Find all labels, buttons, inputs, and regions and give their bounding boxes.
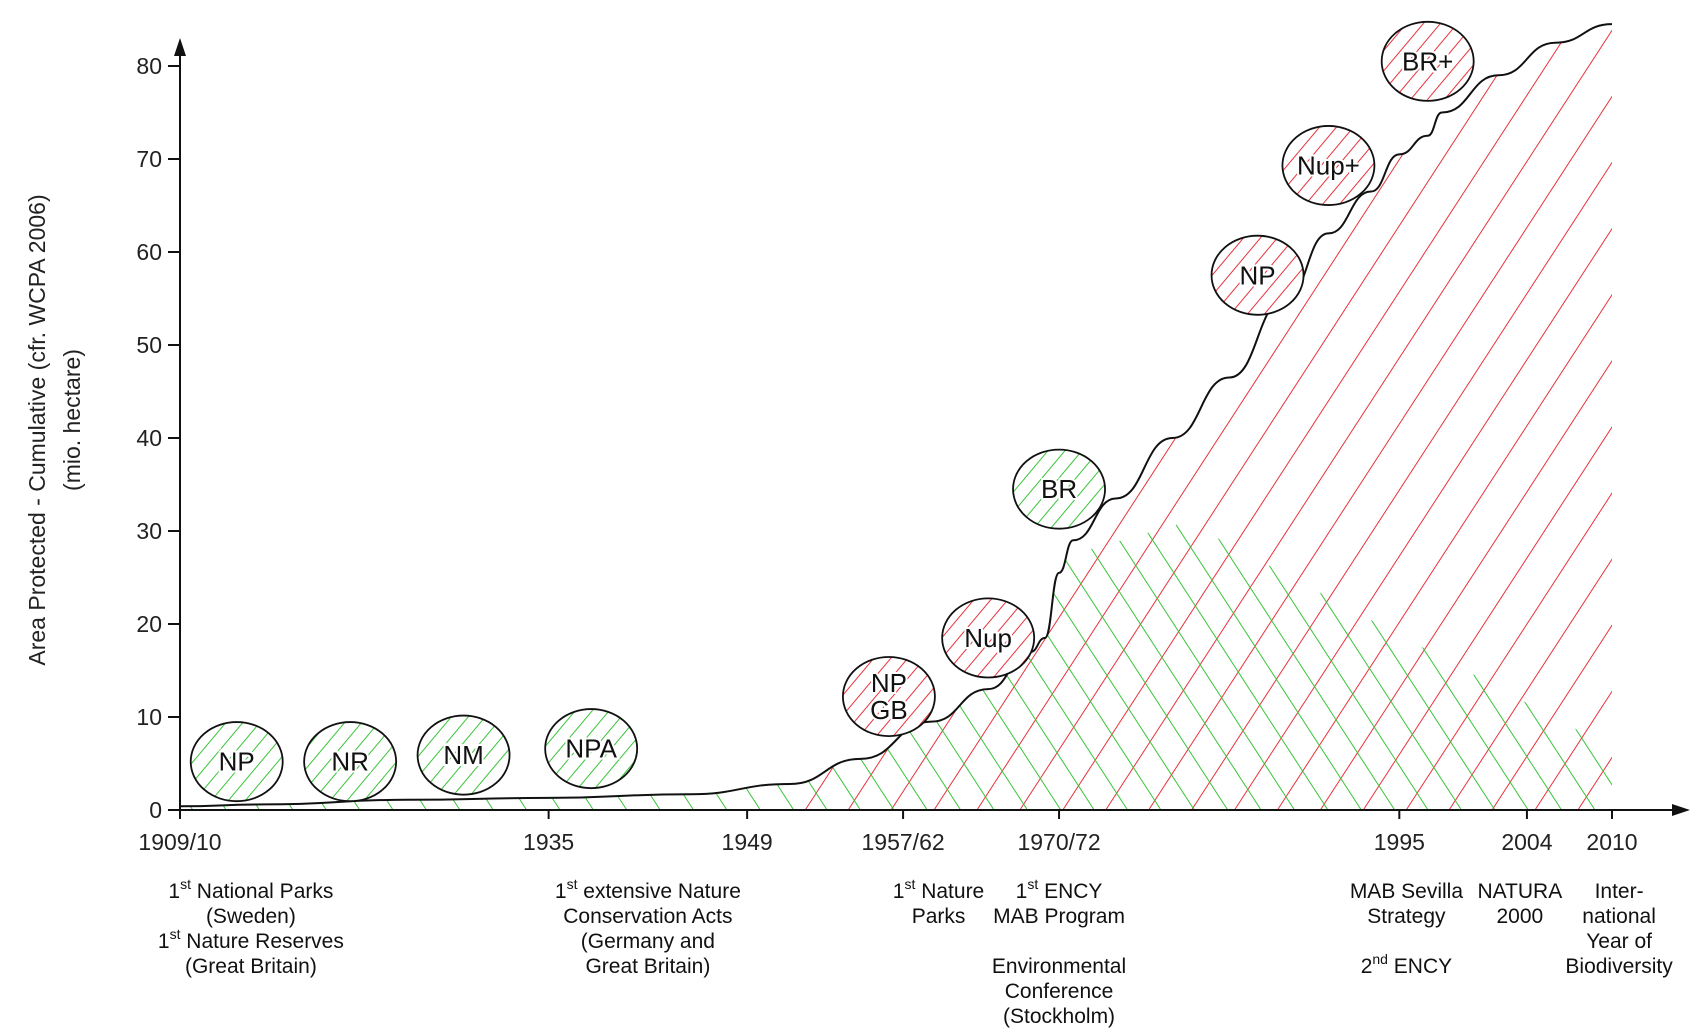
bubble-np: NP <box>189 721 284 803</box>
y-tick-label: 30 <box>136 518 162 544</box>
bubble-label: Nup+ <box>1297 151 1360 181</box>
milestone-note-line: 2nd ENCY <box>1361 951 1452 978</box>
milestone-note-line: Conservation Acts <box>563 905 732 928</box>
x-tick-label: 1949 <box>722 829 773 855</box>
milestone-note-line: Strategy <box>1367 905 1446 928</box>
curve-layer <box>179 23 1613 808</box>
milestone-note-line: 1st Nature <box>893 876 984 903</box>
bubble-label: Nup <box>964 623 1012 653</box>
bubble-nr: NR <box>303 721 398 803</box>
bubble-label: NP <box>219 747 255 777</box>
y-tick-label: 50 <box>136 332 162 358</box>
milestone-note-line: (Germany and <box>581 930 715 953</box>
x-tick-label: 1995 <box>1374 829 1425 855</box>
milestone-note-line: Parks <box>912 905 966 928</box>
milestone-note-line: Conference <box>1005 980 1114 1003</box>
bubble-npa: NPA <box>544 708 639 790</box>
bubble-label: NP <box>1239 260 1275 290</box>
milestone-note-line: 1st National Parks <box>168 876 333 903</box>
milestone-note-line: Environmental <box>992 955 1126 978</box>
bubble-label: NR <box>331 747 369 777</box>
milestone-note-line: Great Britain) <box>585 955 710 978</box>
bubble-np: NP <box>1210 234 1305 316</box>
bubble-label: BR+ <box>1402 46 1453 76</box>
bubble-nm: NM <box>416 714 511 796</box>
y-axis-arrow <box>174 38 186 56</box>
milestone-note: 1st National Parks(Sweden)1st Nature Res… <box>158 876 344 978</box>
y-tick-label: 70 <box>136 146 162 172</box>
x-tick-label: 2004 <box>1501 829 1552 855</box>
milestone-note-line: 1st extensive Nature <box>555 876 741 903</box>
bubble-label: GB <box>870 695 908 725</box>
x-tick-label: 1970/72 <box>1017 829 1100 855</box>
bubble-br: BR+ <box>1380 20 1475 102</box>
y-tick-label: 0 <box>149 797 162 823</box>
milestone-note-line: 1st Nature Reserves <box>158 926 344 953</box>
milestone-note-line: MAB Sevilla <box>1350 880 1464 903</box>
milestone-note-line: national <box>1582 905 1656 928</box>
milestone-note-line: MAB Program <box>993 905 1125 928</box>
milestone-note-line: Year of <box>1586 930 1652 953</box>
y-tick-label: 20 <box>136 611 162 637</box>
y-tick-label: 80 <box>136 53 162 79</box>
axes: 0 10 20 30 40 50 60 70 80 1909/10 1935 1949 1957/62 1… <box>136 38 1690 855</box>
y-axis-unit: (mio. hectare) <box>59 349 85 491</box>
y-tick-label: 60 <box>136 239 162 265</box>
milestone-note-line: 1st ENCY <box>1016 876 1103 903</box>
y-axis-title: Area Protected - Cumulative (cfr. WCPA 2… <box>24 194 50 665</box>
bubble-nup: Nup <box>941 597 1036 679</box>
bubble-br: BR <box>1012 448 1106 530</box>
milestone-note-line: NATURA <box>1477 880 1562 903</box>
x-tick-label: 1909/10 <box>138 829 221 855</box>
bubble-label: NPA <box>565 734 617 764</box>
bubble-label: BR <box>1041 474 1077 504</box>
x-tick-label: 1957/62 <box>862 829 945 855</box>
x-axis-arrow <box>1672 804 1690 816</box>
milestone-note-line: (Stockholm) <box>1003 1005 1115 1028</box>
bubble-label: NP <box>871 668 907 698</box>
milestone-note-line: Biodiversity <box>1565 955 1673 978</box>
cumulative-area-curve <box>179 23 1613 808</box>
bubble-nup: Nup+ <box>1281 125 1376 206</box>
y-tick-label: 10 <box>136 704 162 730</box>
y-axis-label: Area Protected - Cumulative (cfr. WCPA 2… <box>24 194 85 665</box>
milestone-note-line: (Sweden) <box>206 905 296 928</box>
milestone-note-line: Inter- <box>1595 880 1644 903</box>
y-tick-label: 40 <box>136 425 162 451</box>
milestone-note-line: (Great Britain) <box>185 955 317 978</box>
bubble-label: NM <box>443 740 483 770</box>
milestone-note-line: 2000 <box>1496 905 1543 928</box>
x-tick-label: 2010 <box>1586 829 1637 855</box>
annotations: 1st National Parks(Sweden)1st Nature Res… <box>158 876 1673 1028</box>
x-tick-label: 1935 <box>523 829 574 855</box>
